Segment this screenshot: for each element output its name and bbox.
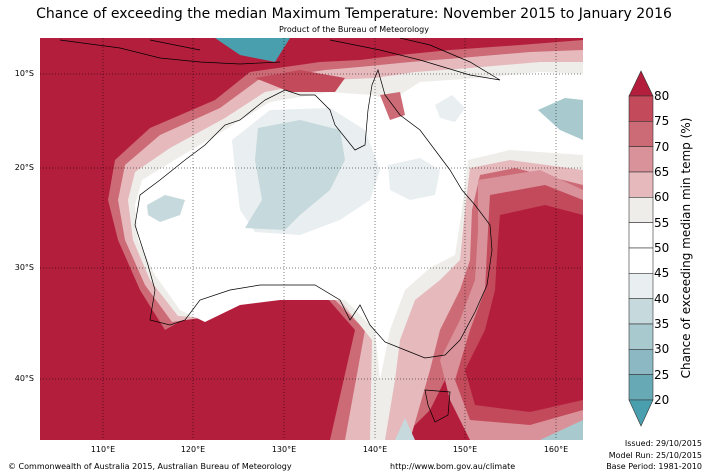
- lat-label: 30°S: [14, 263, 34, 272]
- colorbar-tick-label: 25: [654, 367, 670, 382]
- contour-40-east: [388, 158, 440, 200]
- contour-red-east-core: [465, 205, 583, 412]
- colorbar-tick-label: 65: [654, 165, 670, 179]
- lon-label: 160°E: [543, 445, 569, 454]
- colorbar-extend-low: [628, 399, 654, 427]
- lon-label: 110°E: [90, 445, 116, 454]
- colorbar-tick-label: 70: [654, 139, 670, 154]
- chart-title: Chance of exceeding the median Maximum T…: [36, 6, 672, 22]
- colorbar-tick-label: 80: [654, 89, 670, 103]
- colorbar: [628, 70, 654, 427]
- contour-low-south: [395, 418, 415, 440]
- probability-map: [40, 38, 583, 440]
- lon-label: 120°E: [180, 445, 206, 454]
- model-run-date: Model Run: 25/10/2015: [608, 451, 702, 460]
- base-period: Base Period: 1981-2010: [606, 462, 702, 471]
- colorbar-tick-label: 45: [654, 266, 670, 281]
- chart-subtitle: Product of the Bureau of Meteorology: [279, 25, 429, 34]
- contour-40-west: [147, 195, 185, 222]
- contour-40-cs: [435, 95, 465, 122]
- colorbar-tick-label: 30: [654, 342, 670, 357]
- colorbar-segment: [628, 273, 654, 299]
- colorbar-tick-label: 20: [654, 393, 670, 407]
- colorbar-segment: [628, 95, 654, 122]
- colorbar-segment: [628, 171, 654, 198]
- source-url[interactable]: http://www.bom.gov.au/climate: [390, 462, 516, 471]
- lon-label: 140°E: [362, 445, 388, 454]
- colorbar-segment: [628, 222, 654, 249]
- contour-red-north: [255, 70, 345, 92]
- colorbar-extend-high: [628, 70, 654, 97]
- lat-label: 20°S: [14, 163, 34, 172]
- new-guinea-coastline: [329, 38, 501, 81]
- australia-coastline: [134, 68, 493, 359]
- tasmania-coastline: [424, 389, 451, 423]
- colorbar-segment: [628, 374, 654, 401]
- colorbar-tick-label: 40: [654, 291, 670, 306]
- colorbar-title: Chance of exceeding median min temp (%): [679, 117, 693, 379]
- colorbar-tick-label: 50: [654, 241, 670, 255]
- contour-30-north: [215, 38, 290, 62]
- graticule: [40, 38, 583, 440]
- colorbar-tick-label: 35: [654, 317, 670, 331]
- contour-35: [245, 120, 345, 230]
- colorbar-segment: [628, 146, 654, 173]
- issued-date: Issued: 29/10/2015: [624, 439, 702, 448]
- colorbar-segment: [628, 349, 654, 375]
- colorbar-segment: [628, 323, 654, 350]
- lon-label: 150°E: [452, 445, 478, 454]
- contour-35-ne: [538, 98, 583, 140]
- lat-label: 40°S: [14, 374, 34, 383]
- colorbar-tick-label: 75: [654, 114, 670, 129]
- colorbar-tick-label: 60: [654, 190, 670, 205]
- colorbar-segment: [628, 247, 654, 274]
- lat-label: 10°S: [14, 69, 34, 78]
- colorbar-tick-label: 55: [654, 215, 670, 230]
- colorbar-segment: [628, 298, 654, 325]
- colorbar-segment: [628, 121, 654, 147]
- indonesia-coastline: [59, 39, 281, 65]
- lon-label: 130°E: [271, 445, 297, 454]
- colorbar-segment: [628, 197, 654, 223]
- copyright: © Commonwealth of Australia 2015, Austra…: [8, 462, 292, 471]
